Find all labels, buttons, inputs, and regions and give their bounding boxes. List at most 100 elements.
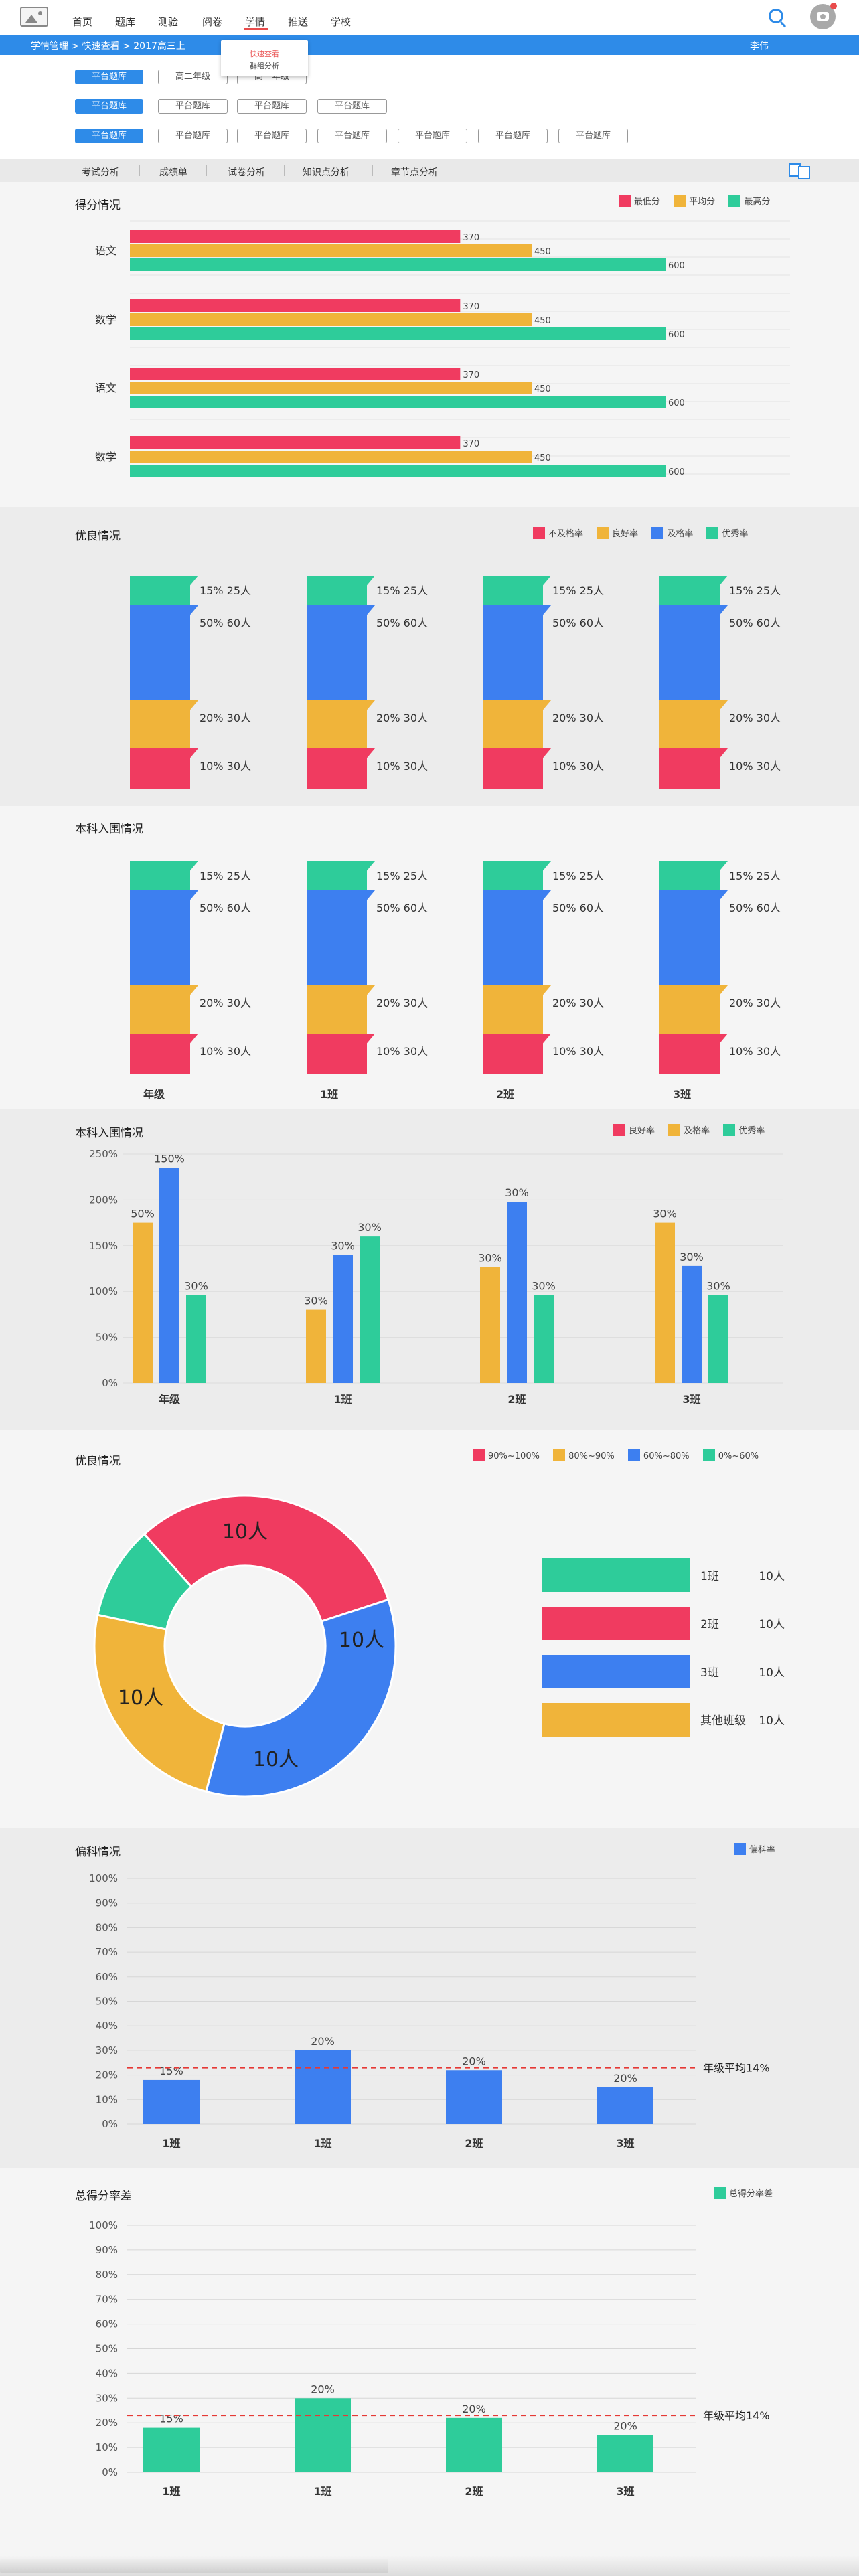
segment-label: 50% 60人: [200, 902, 251, 914]
y-tick-label: 90%: [96, 2244, 118, 2256]
stacked-segment: [130, 605, 198, 700]
bar: [360, 1236, 380, 1383]
bar: [130, 451, 532, 463]
filter-row3-option-3[interactable]: 平台题库: [317, 129, 387, 143]
nav-quiz[interactable]: 测验: [158, 16, 179, 28]
bar: [143, 2427, 200, 2472]
nav-learning-analysis[interactable]: 学情: [245, 16, 266, 28]
filter-row3-option-5[interactable]: 平台题库: [478, 129, 548, 143]
legend-item: 80%~90%: [553, 1449, 615, 1461]
horizontal-scrollbar[interactable]: [0, 2556, 859, 2576]
compare-view-icon[interactable]: [789, 163, 813, 179]
tab-divider: [284, 165, 285, 176]
slice-label: 10人: [339, 1629, 384, 1652]
segment-label: 15% 25人: [729, 870, 781, 882]
legend-item: 及格率: [668, 1123, 710, 1136]
tab-chapter-analysis[interactable]: 章节点分析: [391, 167, 438, 178]
tab-exam-analysis[interactable]: 考试分析: [82, 167, 119, 178]
user-name[interactable]: 李伟: [750, 41, 769, 52]
logo-image-icon[interactable]: [20, 7, 48, 27]
bar-value-label: 370: [463, 370, 479, 380]
dropdown-item-group-analysis[interactable]: 群组分析: [250, 62, 279, 70]
filter-row3-option-1[interactable]: 平台题库: [158, 129, 228, 143]
y-tick-label: 100%: [89, 2219, 118, 2231]
filter-row1-selected[interactable]: 平台题库: [75, 70, 143, 84]
nav-active-underline: [244, 28, 268, 30]
scrollbar-thumb[interactable]: [0, 2559, 388, 2573]
stacked-segment: [483, 861, 551, 890]
donut-slice: [93, 1613, 226, 1793]
stacked-segment: [483, 985, 551, 1034]
filter-row3-option-2[interactable]: 平台题库: [237, 129, 307, 143]
legend-item: 及格率: [651, 526, 693, 539]
search-icon[interactable]: [769, 9, 783, 23]
bar-value-label: 30%: [532, 1280, 556, 1293]
bar-value-label: 30%: [680, 1251, 704, 1263]
segment-label: 50% 60人: [200, 617, 251, 629]
class-count: 10人: [759, 1714, 785, 1728]
bar: [655, 1222, 675, 1383]
bar-value-label: 450: [534, 316, 551, 326]
segment-label: 15% 25人: [200, 584, 251, 597]
nav-dropdown-menu: 快速查看 群组分析: [221, 40, 308, 76]
filter-row2-option-1[interactable]: 平台题库: [158, 99, 228, 114]
bar-value-label: 30%: [706, 1280, 730, 1293]
section-title: 本科入围情况: [75, 1127, 143, 1140]
nav-push[interactable]: 推送: [288, 16, 309, 28]
bar: [306, 1309, 326, 1383]
diff-legend: 总得分率差: [703, 2186, 773, 2199]
stacked-segment: [659, 700, 728, 748]
breadcrumb: 学情管理 > 快速查看 > 2017高三上: [31, 41, 185, 52]
bar: [130, 368, 461, 380]
avatar[interactable]: [810, 3, 837, 29]
class-name: 2班: [700, 1618, 719, 1631]
nav-question-bank[interactable]: 题库: [115, 16, 136, 28]
stacked-segment: [659, 576, 728, 605]
y-tick-label: 50%: [96, 1332, 118, 1344]
tab-report-card[interactable]: 成绩单: [159, 167, 187, 178]
breadcrumb-bar: 学情管理 > 快速查看 > 2017高三上 李伟: [0, 35, 859, 55]
nav-school[interactable]: 学校: [331, 16, 352, 28]
legend-item: 平均分: [674, 194, 715, 207]
bar: [597, 2087, 653, 2124]
filter-row3-option-6[interactable]: 平台题库: [558, 129, 628, 143]
category-label: 年级: [143, 1088, 165, 1101]
tab-knowledge-analysis[interactable]: 知识点分析: [303, 167, 349, 178]
tab-paper-analysis[interactable]: 试卷分析: [228, 167, 265, 178]
y-tick-label: 80%: [96, 2269, 118, 2281]
filter-row2-option-3[interactable]: 平台题库: [317, 99, 387, 114]
filter-row3-option-4[interactable]: 平台题库: [398, 129, 467, 143]
bar-value-label: 450: [534, 384, 551, 394]
category-label: 年级: [159, 1393, 181, 1406]
segment-label: 50% 60人: [376, 617, 428, 629]
excellence-stacked-chart: 10% 30人 20% 30人 50% 60人 15% 25人 10% 30人 20% 3…: [130, 576, 781, 789]
filter-row2-option-2[interactable]: 平台题库: [237, 99, 307, 114]
analysis-tabs: 考试分析 成绩单 试卷分析 知识点分析 章节点分析: [0, 159, 859, 182]
segment-label: 20% 30人: [729, 997, 781, 1010]
nav-home[interactable]: 首页: [72, 16, 93, 28]
section-title: 优良情况: [75, 530, 121, 543]
notification-dot: [830, 3, 837, 9]
bar-value-label: 450: [534, 247, 551, 257]
filter-row2-selected[interactable]: 平台题库: [75, 99, 143, 114]
filter-row1-option-1[interactable]: 高二年级: [158, 70, 228, 84]
y-tick-label: 20%: [96, 2069, 118, 2081]
y-tick-label: 50%: [96, 2343, 118, 2355]
bar-value-label: 370: [463, 233, 479, 243]
donut-slice: [143, 1494, 390, 1623]
score-bar-chart: 语文 370 450 600 数学 370 450 600 语文 370 450 600 数学 370 45…: [95, 220, 790, 477]
segment-label: 10% 30人: [200, 1045, 251, 1058]
category-label: 3班: [616, 2137, 634, 2150]
bar: [130, 244, 532, 257]
nav-grading[interactable]: 阅卷: [202, 16, 223, 28]
enroll-legend: 良好率 及格率 优秀率: [603, 1123, 765, 1136]
compare-pane-right: [798, 166, 810, 179]
bar-value-label: 20%: [311, 2035, 335, 2048]
stacked-segment: [130, 748, 198, 789]
dropdown-item-quick-view[interactable]: 快速查看: [250, 50, 279, 58]
bar: [130, 396, 666, 408]
section-title: 优良情况: [75, 1455, 121, 1468]
filter-row3-selected[interactable]: 平台题库: [75, 129, 143, 143]
y-tick-label: 70%: [96, 1946, 118, 1958]
bar-value-label: 600: [668, 261, 685, 271]
